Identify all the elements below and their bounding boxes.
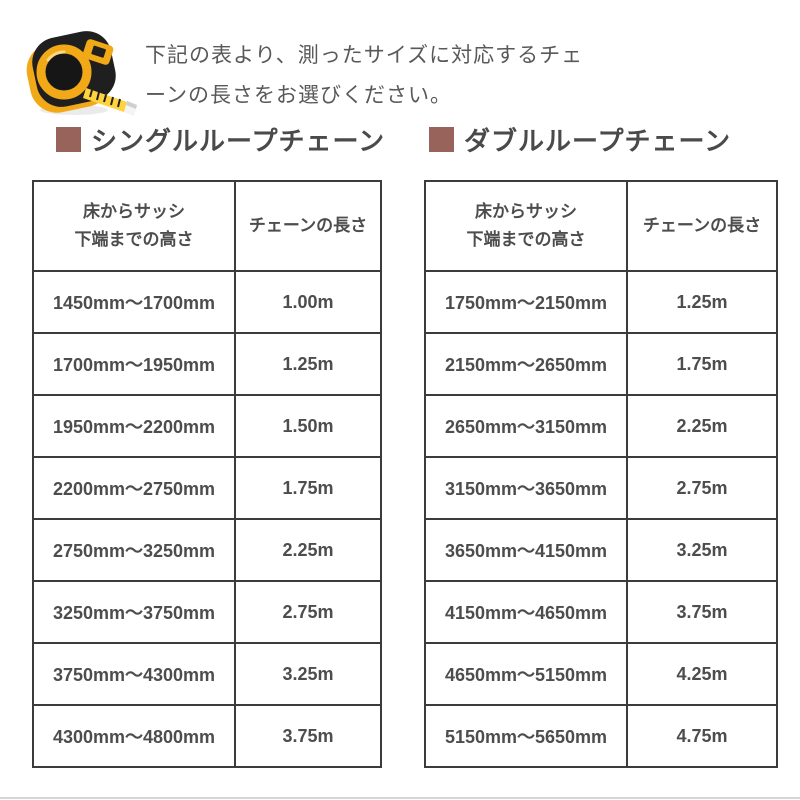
height-range-cell: 1450mm〜1700mm [32, 270, 236, 334]
table-row: 1700mm〜1950mm 1.25m [32, 332, 382, 396]
height-range-cell: 3250mm〜3750mm [32, 580, 236, 644]
height-range-cell: 3150mm〜3650mm [424, 456, 628, 520]
chain-length-cell: 3.25m [234, 642, 382, 706]
table-row: 2200mm〜2750mm 1.75m [32, 456, 382, 520]
height-header-line2: 下端までの高さ [74, 230, 194, 249]
intro-text-line1: 下記の表より、測ったサイズに対応するチェ [145, 44, 584, 67]
chain-length-cell: 1.00m [234, 270, 382, 334]
chain-length-cell: 3.75m [234, 704, 382, 768]
table-row: 4150mm〜4650mm 3.75m [424, 580, 778, 644]
height-header-line1: 床からサッシ [475, 201, 577, 221]
height-range-cell: 1950mm〜2200mm [32, 394, 236, 458]
height-range-cell: 1700mm〜1950mm [32, 332, 236, 396]
chain-length-cell: 1.25m [234, 332, 382, 396]
table-row: 2750mm〜3250mm 2.25m [32, 518, 382, 582]
height-range-cell: 4650mm〜5150mm [424, 642, 628, 706]
intro-text: 下記の表より、測ったサイズに対応するチェ ーンの長さをお選びください。 [145, 36, 583, 116]
height-range-cell: 4150mm〜4650mm [424, 580, 628, 644]
chain-length-cell: 2.75m [234, 580, 382, 644]
chain-length-cell: 1.25m [626, 270, 778, 334]
chain-length-cell: 1.75m [626, 332, 778, 396]
height-range-cell: 2200mm〜2750mm [32, 456, 236, 520]
table-row: 1950mm〜2200mm 1.50m [32, 394, 382, 458]
height-range-cell: 4300mm〜4800mm [32, 704, 236, 768]
table-row: 2650mm〜3150mm 2.25m [424, 394, 778, 458]
bottom-divider [0, 797, 800, 799]
height-header-line2: 下端までの高さ [466, 230, 586, 249]
chain-length-header-cell: チェーンの長さ [234, 180, 382, 272]
single-loop-chain-table: 床からサッシ 下端までの高さ チェーンの長さ 1450mm〜1700mm 1.0… [32, 180, 382, 768]
table-row: 1750mm〜2150mm 1.25m [424, 270, 778, 334]
chain-length-cell: 4.25m [626, 642, 778, 706]
height-range-cell: 5150mm〜5650mm [424, 704, 628, 768]
chain-length-cell: 1.50m [234, 394, 382, 458]
chain-length-cell: 2.75m [626, 456, 778, 520]
chain-length-cell: 3.75m [626, 580, 778, 644]
height-range-cell: 3650mm〜4150mm [424, 518, 628, 582]
chain-length-cell: 3.25m [626, 518, 778, 582]
height-header-line1: 床からサッシ [83, 201, 185, 221]
table-row: 3750mm〜4300mm 3.25m [32, 642, 382, 706]
table-row: 3250mm〜3750mm 2.75m [32, 580, 382, 644]
table-row: 3650mm〜4150mm 3.25m [424, 518, 778, 582]
table-row: 4650mm〜5150mm 4.25m [424, 642, 778, 706]
height-range-cell: 2150mm〜2650mm [424, 332, 628, 396]
tape-measure-icon [26, 31, 137, 116]
table-row: 2150mm〜2650mm 1.75m [424, 332, 778, 396]
accent-square-icon [56, 126, 81, 152]
accent-square-icon [429, 126, 454, 152]
section-title-label: シングルループチェーン [91, 125, 386, 156]
table-row: 3150mm〜3650mm 2.75m [424, 456, 778, 520]
table-row: 1450mm〜1700mm 1.00m [32, 270, 382, 334]
chain-length-header-cell: チェーンの長さ [626, 180, 778, 272]
chain-length-cell: 2.25m [234, 518, 382, 582]
chain-length-cell: 4.75m [626, 704, 778, 768]
section-title-double-loop-chain: ダブルループチェーン [429, 123, 732, 156]
height-range-cell: 1750mm〜2150mm [424, 270, 628, 334]
table-row: 4300mm〜4800mm 3.75m [32, 704, 382, 768]
height-range-cell: 3750mm〜4300mm [32, 642, 236, 706]
height-header-cell: 床からサッシ 下端までの高さ [424, 180, 628, 272]
height-range-cell: 2750mm〜3250mm [32, 518, 236, 582]
double-loop-chain-table: 床からサッシ 下端までの高さ チェーンの長さ 1750mm〜2150mm 1.2… [424, 180, 778, 768]
height-header-cell: 床からサッシ 下端までの高さ [32, 180, 236, 272]
table-header-row: 床からサッシ 下端までの高さ チェーンの長さ [424, 180, 778, 272]
section-title-single-loop-chain: シングルループチェーン [56, 123, 386, 156]
table-header-row: 床からサッシ 下端までの高さ チェーンの長さ [32, 180, 382, 272]
chain-length-cell: 2.25m [626, 394, 778, 458]
intro-text-line2: ーンの長さをお選びください。 [145, 84, 452, 107]
chain-length-cell: 1.75m [234, 456, 382, 520]
height-range-cell: 2650mm〜3150mm [424, 394, 628, 458]
section-title-label: ダブルループチェーン [464, 125, 732, 156]
table-row: 5150mm〜5650mm 4.75m [424, 704, 778, 768]
